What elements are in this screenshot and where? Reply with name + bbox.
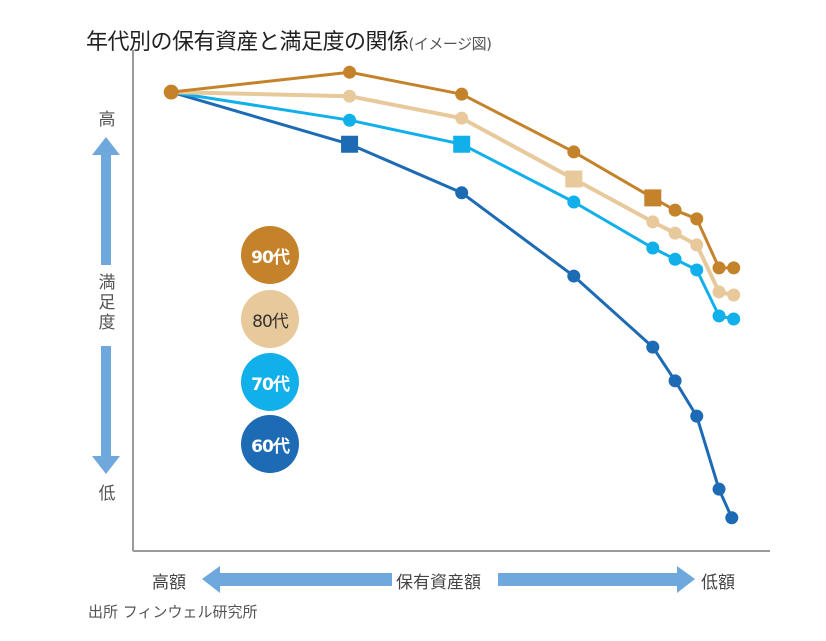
data-point [343,65,357,79]
data-point [727,312,741,326]
data-point [567,145,581,159]
x-arrow-right [498,566,695,593]
data-point [567,195,581,209]
data-point [646,241,660,255]
legend-label: 60代 [251,436,290,457]
legend-item-80s: 80代 [241,290,299,348]
data-point [668,252,682,266]
data-point-square [453,135,471,153]
legend-item-60s: 60代 [241,415,299,473]
chart-title: 年代別の保有資産と満足度の関係(イメージ図) [86,24,492,56]
data-point [712,285,726,299]
x-right-label: 低額 [701,568,735,593]
data-point-square [644,189,662,207]
data-point [343,113,357,127]
data-point [668,203,682,217]
legend-item-70s: 70代 [241,353,299,411]
legend-label: 70代 [251,374,290,395]
data-point [455,111,469,125]
data-point [646,215,660,229]
data-point-square [341,135,359,153]
legend-label: 90代 [251,247,290,268]
legend-label: 80代 [252,311,289,332]
data-point [690,409,704,423]
y-bottom-label: 低 [98,484,116,504]
data-point [727,288,741,302]
data-point [727,261,741,275]
axes [132,50,770,552]
series-markers [163,65,741,525]
data-point [455,87,469,101]
x-left-label: 高額 [152,568,186,593]
data-point [668,374,682,388]
x-arrow-left [202,566,392,593]
data-point [712,482,726,496]
data-point [690,238,704,252]
data-point [343,89,357,103]
legend-item-90s: 90代 [241,226,299,284]
data-point [690,263,704,277]
data-point [712,261,726,275]
y-axis-title: 満足度 [98,273,116,333]
data-point [690,212,704,226]
source-note: 出所 フィンウェル研究所 [88,603,258,621]
data-point [712,309,726,323]
axis-arrows [92,137,695,593]
start-point [163,84,179,100]
x-axis-title: 保有資産額 [392,568,485,593]
data-point [646,340,660,354]
y-top-label: 高 [98,110,116,130]
data-point-square [565,170,583,188]
data-point [567,269,581,283]
y-arrow-up [92,137,120,265]
data-point [725,511,739,525]
title-subtitle: (イメージ図) [408,35,492,53]
title-main: 年代別の保有資産と満足度の関係 [86,30,409,55]
y-arrow-down [92,346,120,474]
data-point [668,226,682,240]
data-point [455,186,469,200]
y-axis-label: 満足度 [96,273,118,333]
